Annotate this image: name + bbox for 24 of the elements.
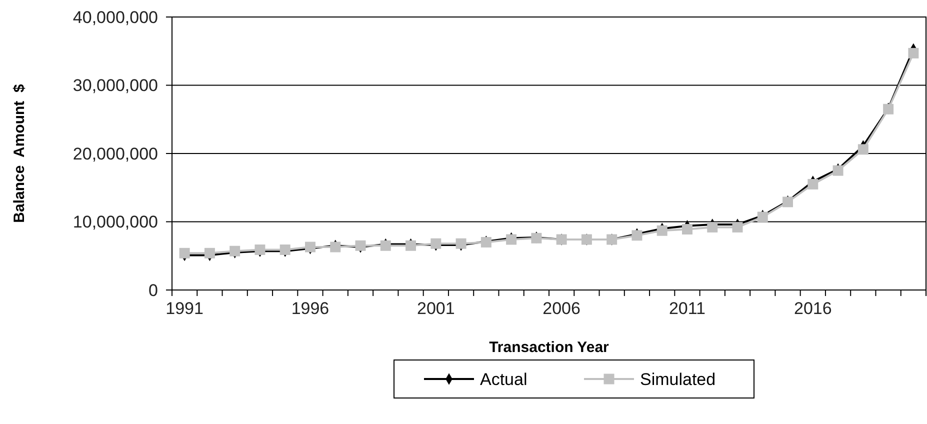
point — [707, 222, 718, 232]
y-tick-label: 10,000,000 — [72, 212, 158, 232]
x-tick-label: 1996 — [291, 299, 330, 318]
x-tick-label: 2001 — [416, 299, 455, 318]
x-tick-label: 2006 — [542, 299, 580, 318]
point — [732, 222, 743, 232]
legend-label: Simulated — [640, 370, 716, 389]
point — [808, 178, 818, 190]
point — [682, 224, 692, 234]
point — [656, 225, 668, 236]
point — [908, 48, 919, 58]
y-tick-label: 30,000,000 — [72, 76, 158, 96]
y-tick-label: 0 — [148, 280, 158, 300]
y-tick-label: 20,000,000 — [72, 144, 158, 164]
legend-label: Actual — [480, 370, 528, 389]
x-axis-title: Transaction Year — [489, 339, 610, 356]
y-tick-label: 40,000,000 — [72, 8, 158, 27]
point — [179, 248, 190, 258]
x-tick-label: 2011 — [668, 299, 706, 318]
y-axis-title: Balance Amount $ — [11, 84, 28, 223]
point — [204, 248, 215, 258]
x-tick-label: 1991 — [166, 299, 204, 318]
x-tick-label: 2016 — [794, 299, 832, 318]
point — [858, 144, 868, 155]
